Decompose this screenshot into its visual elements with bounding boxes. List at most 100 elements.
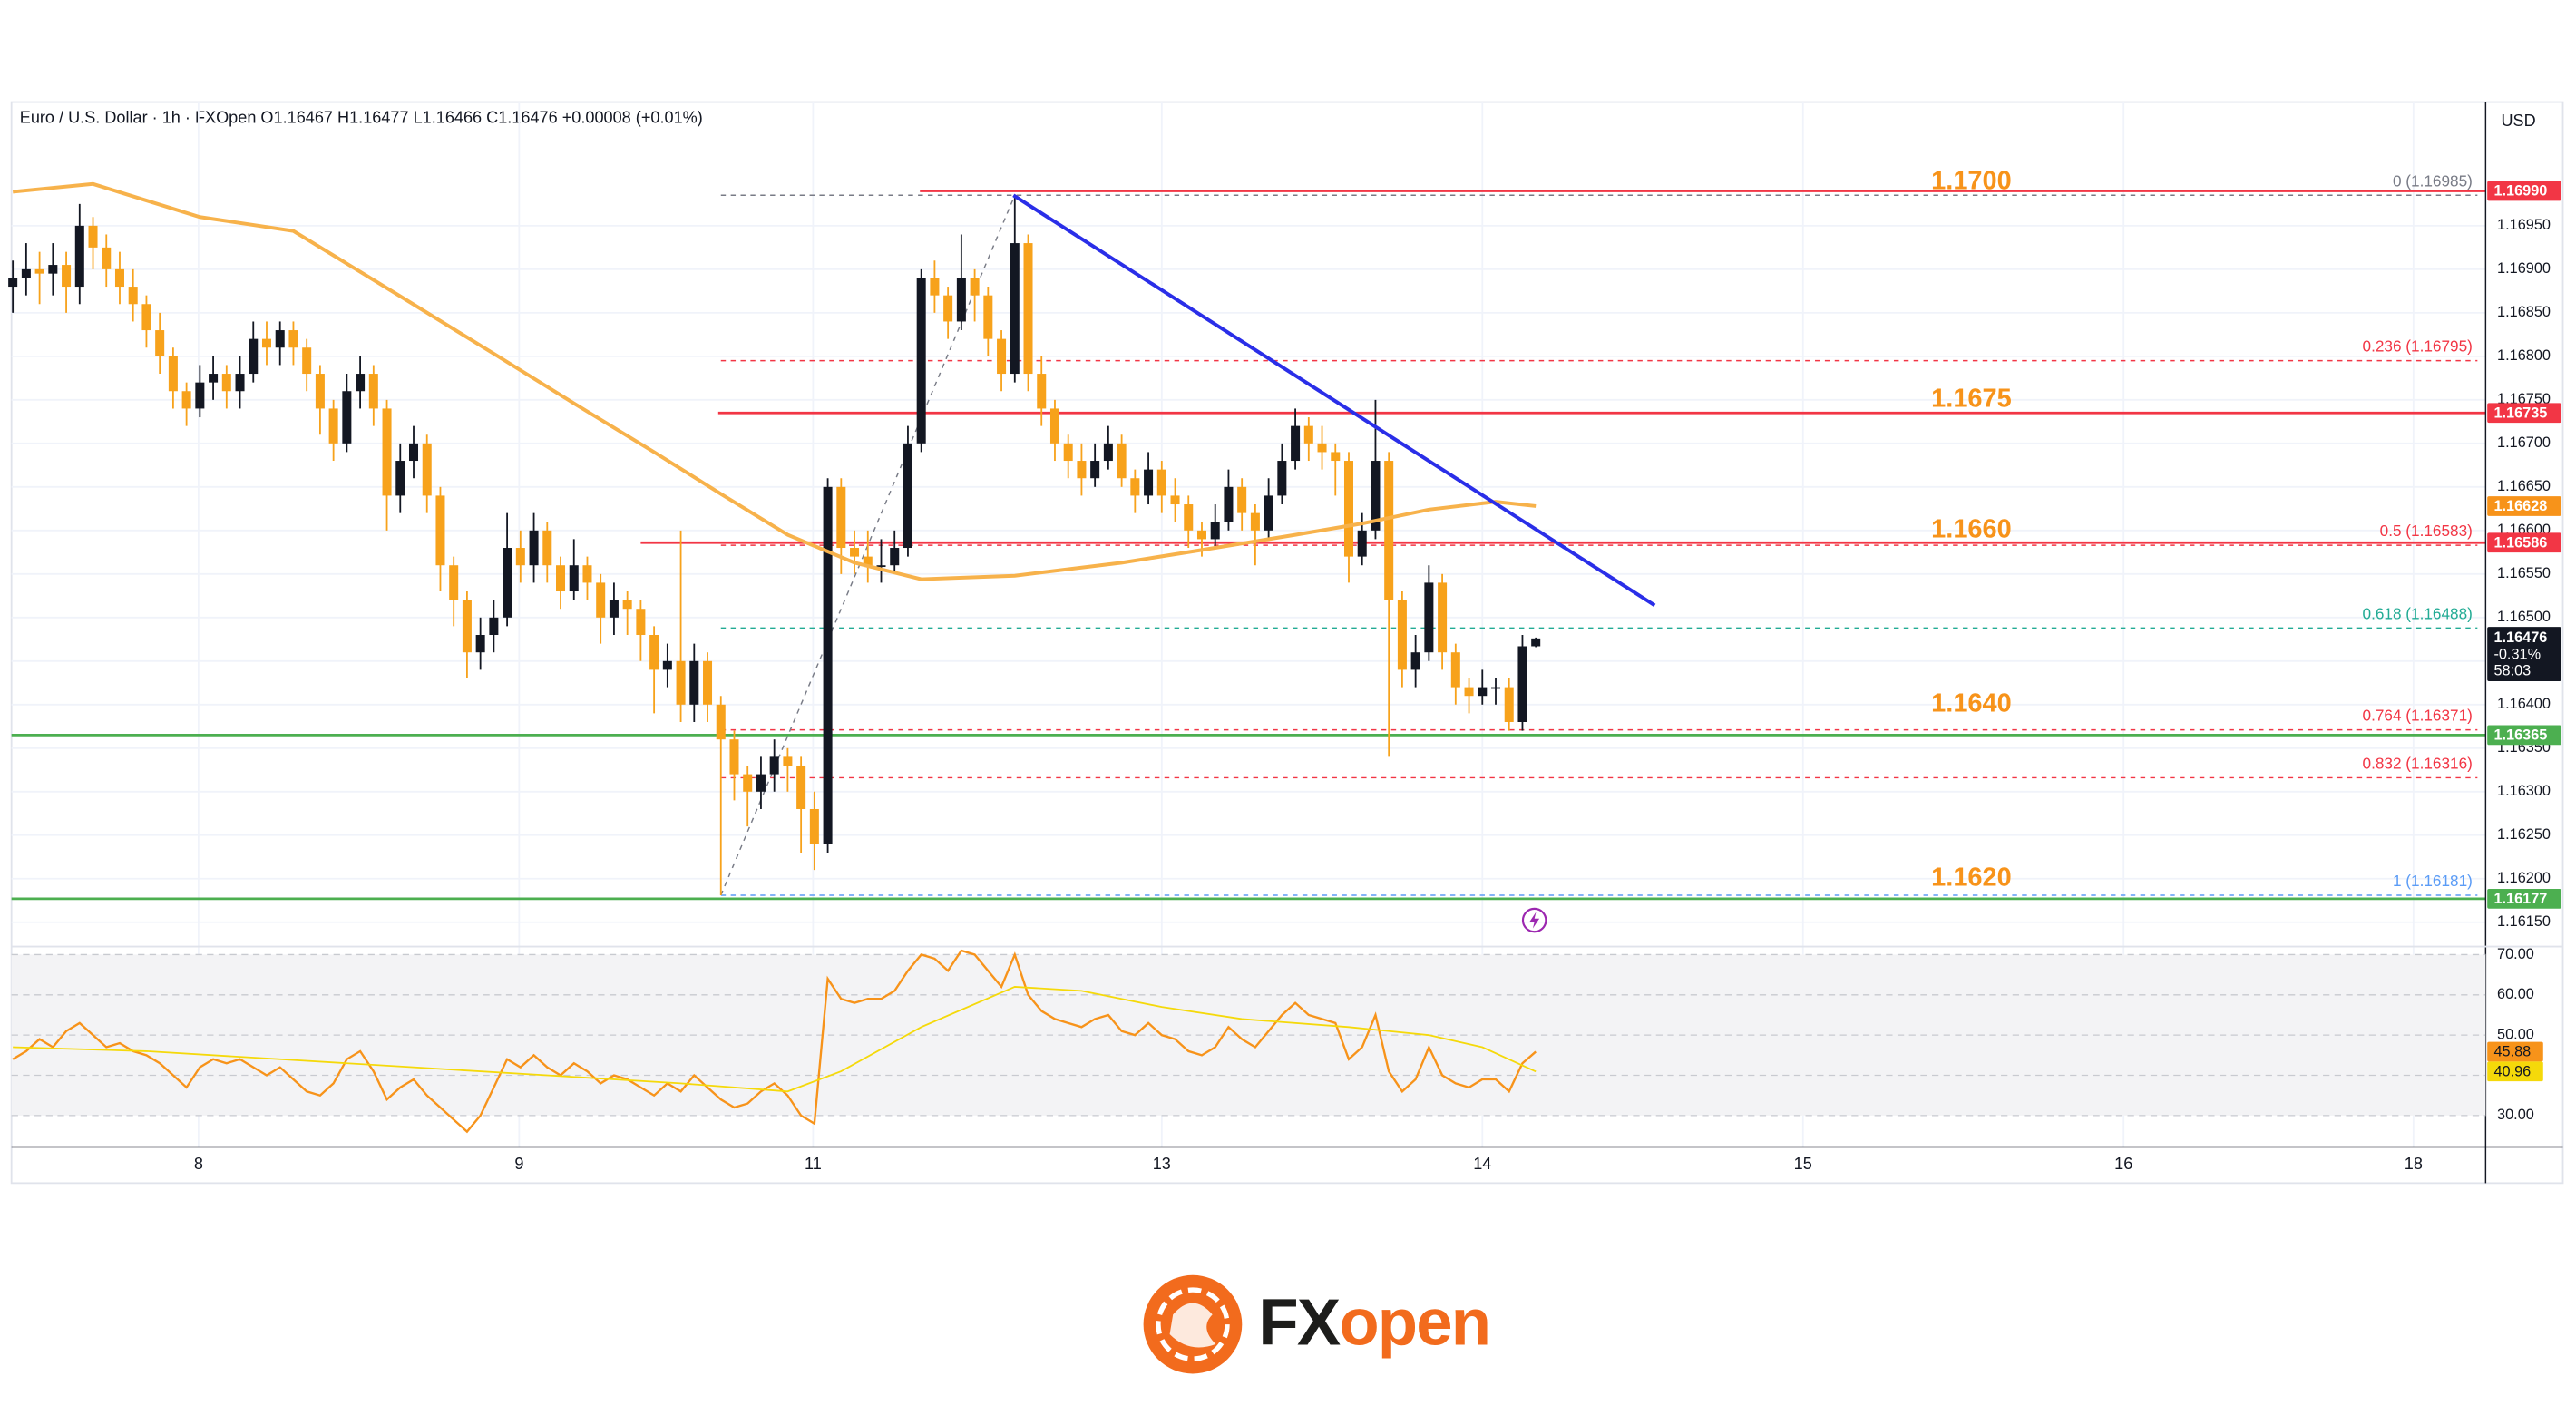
candle-body [1264, 495, 1273, 531]
candle-body [435, 495, 445, 566]
candle-body [729, 739, 739, 775]
candle-body [1450, 652, 1460, 688]
fib-level-label: 0.5 (1.16583) [2380, 522, 2473, 540]
candle-body [1517, 646, 1527, 722]
candle-body [328, 408, 338, 444]
last-price-label: 1.16476 [2493, 629, 2547, 646]
candle-body [796, 765, 806, 809]
candle-body [636, 609, 646, 636]
rsi-line [12, 949, 1537, 1134]
candle-body [783, 756, 793, 766]
x-tick-label: 13 [1153, 1155, 1171, 1173]
price-badge [2487, 532, 2561, 553]
candle-body [181, 391, 191, 409]
y-tick-label: 1.16300 [2497, 783, 2551, 799]
candle-body [368, 374, 378, 409]
candle-body [168, 356, 178, 392]
candle-body [956, 278, 966, 322]
candle-body [1504, 687, 1514, 722]
candle-body [890, 548, 900, 566]
candle-body [342, 391, 352, 444]
fib-level-label: 0.618 (1.16488) [2363, 604, 2473, 622]
candle-body [8, 278, 18, 288]
candle-body [569, 565, 579, 592]
candle-body [1049, 408, 1059, 444]
candle-body [1103, 443, 1113, 462]
price-badge [2487, 725, 2561, 746]
candle-body [34, 268, 44, 274]
candle-body [275, 330, 285, 348]
logo-open: open [1339, 1286, 1489, 1360]
candle-body [261, 338, 271, 348]
candle-body [382, 408, 392, 496]
candle-body [1343, 461, 1354, 557]
legend-text: Euro / U.S. Dollar · 1h · FXOpen O1.1646… [20, 108, 703, 126]
candle-body [1438, 582, 1448, 653]
candle-body [863, 556, 873, 566]
y-tick-label: 60.00 [2497, 986, 2534, 1002]
fib-level-label: 0.236 (1.16795) [2363, 337, 2473, 356]
candle-body [1250, 512, 1260, 531]
candle-body [596, 582, 606, 618]
level-label: 1.1660 [1931, 514, 2012, 543]
rsi-badge-label: 40.96 [2493, 1063, 2531, 1079]
logo: FXopen [1143, 1274, 1491, 1374]
candle-body [850, 548, 860, 557]
candle-body [1170, 495, 1180, 505]
last-price-badge [2487, 627, 2561, 681]
y-tick-label: 1.16500 [2497, 609, 2551, 625]
candle-body [408, 443, 419, 462]
price-badge [2487, 403, 2561, 424]
candle-body [970, 278, 980, 296]
candle-body [1196, 530, 1206, 540]
price-badge-label: 1.16177 [2493, 891, 2547, 907]
price-badge-label: 1.16586 [2493, 534, 2547, 551]
candle-body [930, 278, 940, 296]
level-label: 1.1675 [1931, 384, 2012, 413]
candle-body [102, 247, 112, 269]
x-tick-label: 8 [194, 1155, 203, 1173]
y-tick-label: 1.16850 [2497, 304, 2551, 320]
y-tick-label: 1.16250 [2497, 826, 2551, 843]
candle-body [503, 548, 512, 618]
level-label: 1.1620 [1931, 863, 2012, 892]
candle-body [1464, 687, 1474, 697]
price-badge-label: 1.16990 [2493, 183, 2547, 200]
candle-body [997, 338, 1007, 375]
candle-body [1210, 522, 1220, 540]
candle-body [649, 635, 659, 670]
candle-body [1090, 461, 1100, 479]
rsi-line [13, 986, 1537, 1093]
fib-level-label: 0.832 (1.16316) [2363, 754, 2473, 772]
candle-body [1063, 443, 1073, 462]
candle-body [1117, 443, 1127, 479]
candle-body [556, 565, 566, 592]
candle-body [235, 374, 245, 392]
y-tick-label: 1.16200 [2497, 870, 2551, 886]
rsi-badge [2487, 1061, 2543, 1082]
candle-body [1357, 530, 1367, 557]
candle-body [1291, 425, 1301, 462]
candle-body [209, 374, 219, 383]
price-badge [2487, 888, 2561, 909]
y-tick-label: 30.00 [2497, 1107, 2534, 1123]
x-tick-label: 11 [805, 1155, 822, 1173]
price-badge-label: 1.16735 [2493, 405, 2547, 421]
y-tick-label: 1.16700 [2497, 434, 2551, 451]
candle-body [769, 756, 779, 775]
candle-body [288, 330, 298, 348]
candle-body [1224, 486, 1234, 522]
candle-body [716, 704, 726, 740]
candle-body [743, 774, 753, 792]
candle-body [462, 600, 472, 653]
fib-level-label: 1 (1.16181) [2393, 872, 2473, 890]
y-tick-label: 70.00 [2497, 946, 2534, 962]
candle-body [1023, 243, 1033, 375]
candle-body [609, 600, 619, 618]
candle-body [395, 461, 405, 496]
candle-body [622, 600, 632, 610]
candle-body [1490, 687, 1501, 689]
candle-body [809, 808, 819, 844]
